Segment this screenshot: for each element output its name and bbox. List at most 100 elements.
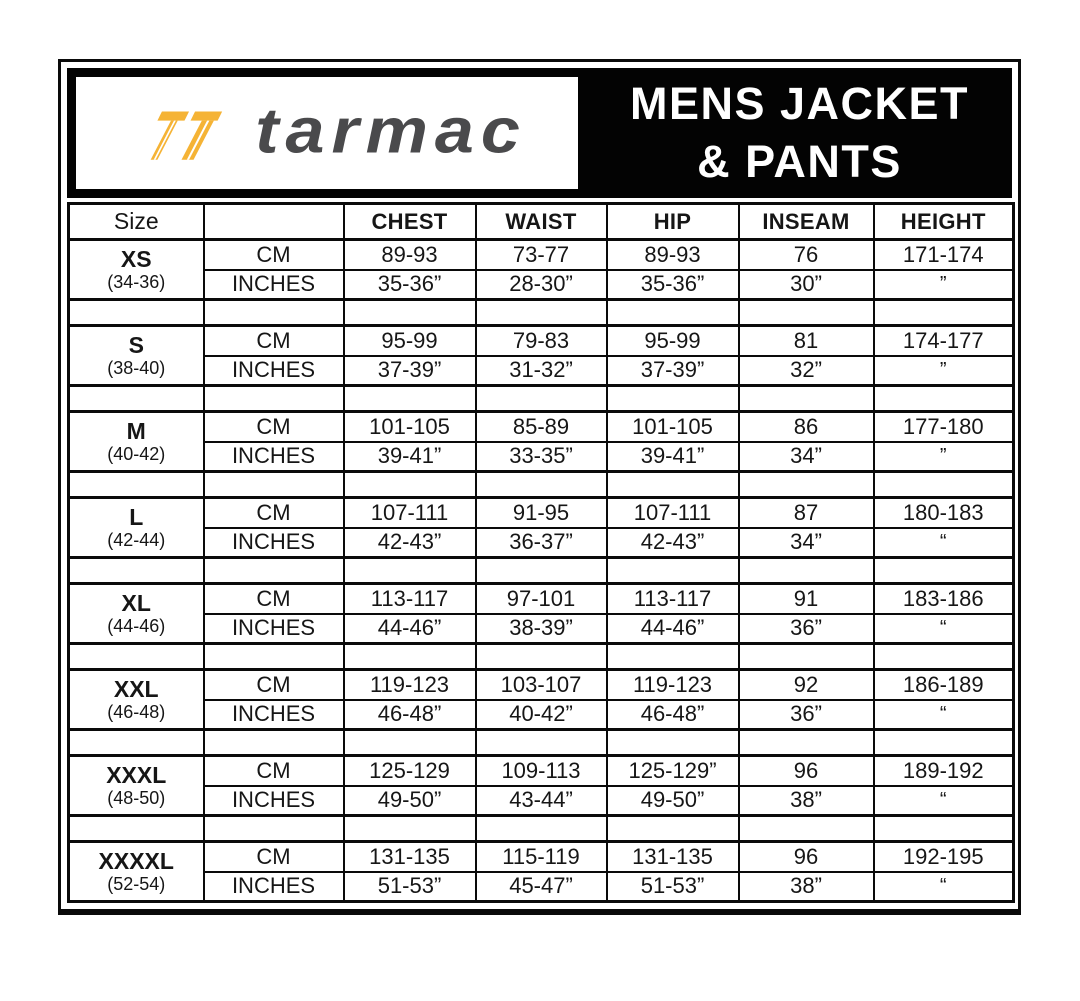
spacer-row — [67, 299, 1015, 326]
cell-chest-in: 46-48” — [342, 698, 477, 731]
cell-hip-in: 49-50” — [605, 784, 740, 817]
cell-height-in: “ — [872, 612, 1015, 645]
cell-inseam-cm: 86 — [737, 410, 875, 443]
size-chart-table: Size CHEST WAIST HIP INSEAM HEIGHT XS (3… — [67, 202, 1015, 903]
chart-title: MENS JACKET & PANTS — [587, 68, 1012, 198]
column-header-waist: WAIST — [474, 202, 608, 241]
unit-label-cm: CM — [202, 582, 345, 615]
size-range: (46-48) — [107, 702, 166, 723]
spacer-row — [67, 385, 1015, 412]
column-header-height: HEIGHT — [872, 202, 1015, 241]
group-spacer — [67, 729, 1015, 756]
unit-label-inches: INCHES — [202, 354, 345, 387]
size-label-cell: XXXXL (52-54) — [67, 840, 205, 903]
cell-waist-cm: 73-77 — [474, 238, 608, 271]
cell-height-in: “ — [872, 698, 1015, 731]
unit-label-inches: INCHES — [202, 698, 345, 731]
size-label: XL — [121, 589, 151, 616]
cell-waist-cm: 103-107 — [474, 668, 608, 701]
cell-height-cm: 192-195 — [872, 840, 1015, 873]
cell-hip-in: 51-53” — [605, 870, 740, 903]
unit-label-cm: CM — [202, 754, 345, 787]
spacer-row — [67, 729, 1015, 756]
size-label: XXXXL — [98, 847, 174, 874]
size-label: XS — [120, 245, 152, 272]
cell-inseam-cm: 81 — [737, 324, 875, 357]
cell-waist-cm: 109-113 — [474, 754, 608, 787]
cell-chest-in: 49-50” — [342, 784, 477, 817]
cell-height-in: ” — [872, 268, 1015, 301]
cell-inseam-in: 34” — [737, 440, 875, 473]
cell-height-cm: 180-183 — [872, 496, 1015, 529]
cell-inseam-cm: 92 — [737, 668, 875, 701]
column-header-unit — [202, 202, 345, 241]
cell-inseam-in: 30” — [737, 268, 875, 301]
size-range: (48-50) — [107, 788, 166, 809]
size-group-l: L (42-44) CM 107-111 91-95 107-111 87 18… — [67, 496, 1015, 559]
cell-waist-cm: 97-101 — [474, 582, 608, 615]
unit-label-inches: INCHES — [202, 440, 345, 473]
cell-chest-cm: 113-117 — [342, 582, 477, 615]
row-xxxl-cm: XXXL (48-50) CM 125-129 109-113 125-129”… — [67, 754, 1015, 817]
size-group-s: S (38-40) CM 95-99 79-83 95-99 81 174-17… — [67, 324, 1015, 387]
cell-hip-cm: 113-117 — [605, 582, 740, 615]
cell-height-cm: 186-189 — [872, 668, 1015, 701]
cell-waist-in: 36-37” — [474, 526, 608, 559]
cell-hip-in: 42-43” — [605, 526, 740, 559]
cell-waist-cm: 91-95 — [474, 496, 608, 529]
size-label: XXL — [113, 675, 159, 702]
cell-height-cm: 189-192 — [872, 754, 1015, 787]
cell-waist-cm: 79-83 — [474, 324, 608, 357]
row-xxxl-inches: INCHES 49-50” 43-44” 49-50” 38” “ — [69, 784, 1015, 817]
cell-inseam-cm: 91 — [737, 582, 875, 615]
cell-inseam-cm: 96 — [737, 754, 875, 787]
chart-title-line1: MENS JACKET — [629, 77, 970, 129]
chart-title-line2: & PANTS — [697, 136, 902, 187]
cell-hip-cm: 101-105 — [605, 410, 740, 443]
cell-hip-in: 39-41” — [605, 440, 740, 473]
size-range: (42-44) — [107, 530, 166, 551]
cell-hip-in: 35-36” — [605, 268, 740, 301]
row-m-inches: INCHES 39-41” 33-35” 39-41” 34” ” — [69, 440, 1015, 473]
size-label-cell: XXXL (48-50) — [67, 754, 205, 817]
cell-height-in: ” — [872, 354, 1015, 387]
unit-label-cm: CM — [202, 496, 345, 529]
brand-band: tarmac MENS JACKET & PANTS — [67, 68, 1012, 198]
unit-label-cm: CM — [202, 668, 345, 701]
row-xxxxl-cm: XXXXL (52-54) CM 131-135 115-119 131-135… — [67, 840, 1015, 903]
cell-chest-cm: 101-105 — [342, 410, 477, 443]
row-s-cm: S (38-40) CM 95-99 79-83 95-99 81 174-17… — [67, 324, 1015, 387]
cell-height-cm: 183-186 — [872, 582, 1015, 615]
size-range: (44-46) — [107, 616, 166, 637]
row-l-cm: L (42-44) CM 107-111 91-95 107-111 87 18… — [67, 496, 1015, 559]
cell-inseam-in: 32” — [737, 354, 875, 387]
size-label: M — [126, 417, 146, 444]
size-label-cell: XL (44-46) — [67, 582, 205, 645]
cell-waist-in: 43-44” — [474, 784, 608, 817]
size-range: (38-40) — [107, 358, 166, 379]
row-xxxxl-inches: INCHES 51-53” 45-47” 51-53” 38” “ — [69, 870, 1015, 903]
size-label: L — [129, 503, 144, 530]
cell-chest-cm: 125-129 — [342, 754, 477, 787]
brand-wordmark: tarmac — [255, 94, 527, 167]
unit-label-inches: INCHES — [202, 870, 345, 903]
cell-waist-cm: 115-119 — [474, 840, 608, 873]
size-range: (34-36) — [107, 272, 166, 293]
cell-waist-in: 31-32” — [474, 354, 608, 387]
cell-hip-cm: 107-111 — [605, 496, 740, 529]
cell-inseam-in: 38” — [737, 784, 875, 817]
cell-hip-in: 44-46” — [605, 612, 740, 645]
size-label: XXXL — [106, 761, 167, 788]
column-header-inseam: INSEAM — [737, 202, 875, 241]
cell-hip-in: 46-48” — [605, 698, 740, 731]
cell-height-in: “ — [872, 870, 1015, 903]
unit-label-inches: INCHES — [202, 784, 345, 817]
cell-hip-in: 37-39” — [605, 354, 740, 387]
cell-inseam-cm: 96 — [737, 840, 875, 873]
size-range: (40-42) — [107, 444, 166, 465]
cell-height-cm: 171-174 — [872, 238, 1015, 271]
cell-inseam-in: 36” — [737, 612, 875, 645]
spacer-row — [67, 557, 1015, 584]
header-row: Size CHEST WAIST HIP INSEAM HEIGHT — [67, 202, 1015, 241]
cell-height-in: “ — [872, 526, 1015, 559]
